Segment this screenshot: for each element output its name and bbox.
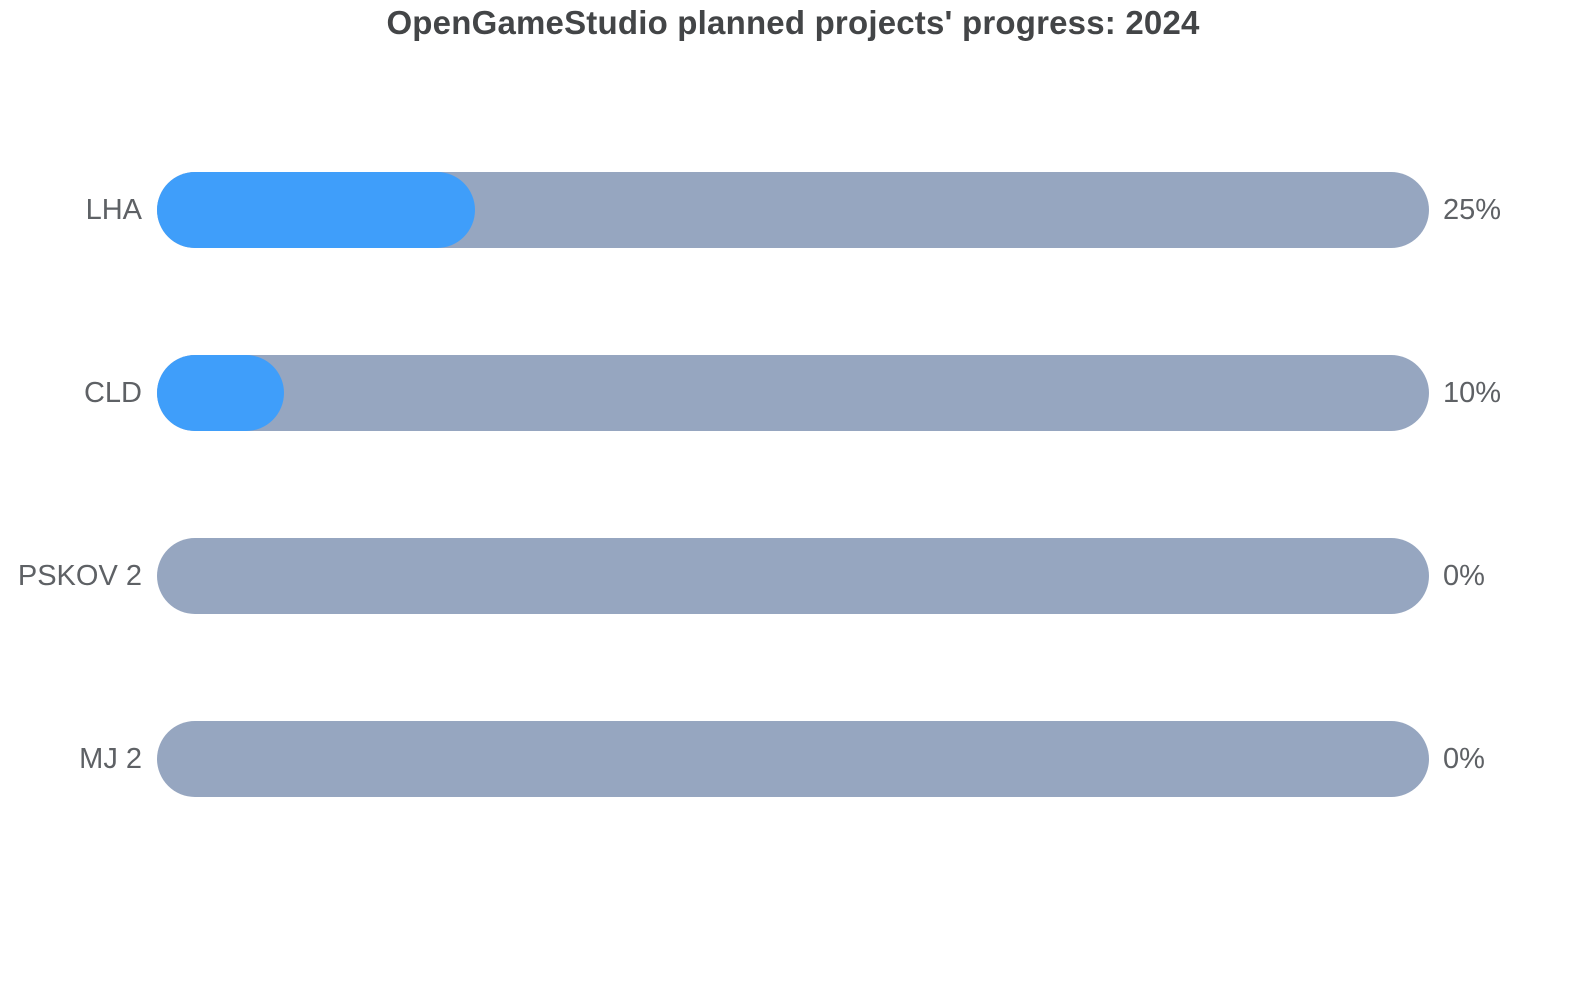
progress-track (157, 721, 1429, 797)
progress-fill (157, 172, 475, 248)
chart-rows: LHA 25% CLD 10% PSKOV 2 0% MJ 2 0% (0, 172, 1586, 797)
progress-value: 25% (1443, 193, 1502, 226)
progress-value: 0% (1443, 742, 1485, 775)
project-row: MJ 2 0% (0, 721, 1586, 797)
project-row: LHA 25% (0, 172, 1586, 248)
chart-title: OpenGameStudio planned projects' progres… (386, 4, 1200, 41)
progress-track (157, 355, 1429, 431)
project-row: CLD 10% (0, 355, 1586, 431)
progress-track (157, 538, 1429, 614)
project-label: MJ 2 (79, 742, 142, 775)
project-label: LHA (85, 193, 142, 226)
progress-fill (157, 355, 285, 431)
project-label: PSKOV 2 (17, 559, 142, 592)
progress-value: 10% (1443, 376, 1502, 409)
project-label: CLD (83, 376, 142, 409)
progress-track (157, 172, 1429, 248)
project-row: PSKOV 2 0% (0, 538, 1586, 614)
progress-value: 0% (1443, 559, 1485, 592)
